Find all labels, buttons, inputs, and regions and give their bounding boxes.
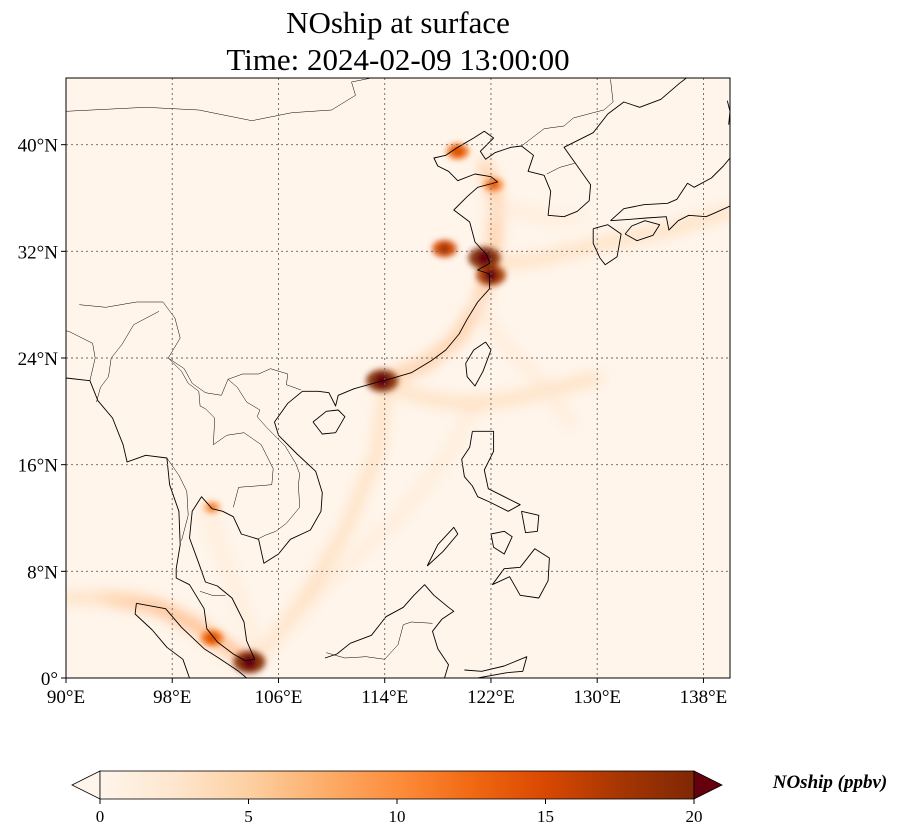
colorbar-extend-min [71, 770, 101, 800]
border-borneo-internal [326, 621, 433, 660]
tick-label-lat: 24°N [18, 349, 59, 370]
gridlines [66, 78, 730, 678]
shipping-lane-gulf-of-thailand-route [200, 500, 264, 656]
coast-shikoku [624, 220, 661, 242]
colorbar-ticks: 0 5 10 15 20 [96, 799, 703, 826]
colorbar-tick-label: 5 [244, 807, 253, 826]
border-cambodia-vietnam [257, 484, 300, 540]
tick-label-lat: 40°N [18, 136, 59, 157]
coast-borneo [324, 584, 455, 678]
map-frame [65, 77, 731, 679]
tick-label-lon: 98°E [153, 687, 191, 708]
tick-label-lon: 122°E [467, 687, 515, 708]
coast-sumatra [136, 602, 247, 678]
tick-label-lat: 0° [41, 669, 58, 690]
colorbar-tick-label: 20 [686, 807, 703, 826]
coast-honshu-north [610, 157, 730, 222]
border-myanmar-thai-south [166, 457, 189, 541]
shipping-lane-singapore-to-taiwan [260, 393, 483, 656]
border-myanmar-laos-thai [168, 357, 274, 508]
colorbar: 0 5 10 15 20 NOship (ppbv) [71, 770, 888, 826]
tick-label-lat: 8°N [27, 562, 58, 583]
hotspot-core-gulf-of-thailand [208, 503, 217, 512]
map-subtitle-time: Time: 2024-02-09 13:00:00 [226, 42, 569, 77]
hotspot-core-yangtze-estuary [477, 250, 492, 266]
coast-palawan [426, 526, 459, 567]
tick-label-lon: 114°E [361, 687, 408, 708]
coast-honshu [610, 205, 730, 231]
hotspot-core-yangtze-river [438, 243, 451, 255]
hotspot-core-singapore-strait [242, 654, 257, 670]
border-china-korea [521, 109, 604, 147]
border-korea-dmz [546, 163, 575, 175]
colorbar-tick-label: 10 [389, 807, 406, 826]
border-laos-vietnam [227, 379, 300, 485]
coast-kyushu [592, 224, 622, 266]
tick-label-lat: 32°N [18, 242, 59, 263]
tick-label-lat: 16°N [18, 456, 59, 477]
map-title: NOship at surface [286, 5, 510, 40]
shipping-lane-bay-of-bengal [66, 593, 151, 606]
longitude-axis: 90°E 98°E 106°E 114°E 122°E 130°E 138°E [47, 678, 727, 708]
tick-label-lon: 106°E [255, 687, 303, 708]
tick-label-lon: 130°E [573, 687, 621, 708]
border-thai-malaysia [200, 591, 226, 596]
coast-sumatra-west [134, 603, 190, 678]
colorbar-tick-label: 0 [96, 807, 105, 826]
coast-samar [521, 510, 540, 534]
shipping-lane-yellow-sea-to-korea [491, 206, 582, 223]
coast-sakhalin-hokkaido [726, 100, 730, 125]
coast-visayas [490, 530, 513, 555]
border-china-south [79, 301, 302, 396]
coast-sulawesi [464, 656, 528, 678]
coast-mainland-asia [66, 78, 688, 662]
tick-label-lon: 138°E [680, 687, 728, 708]
colorbar-title: NOship (ppbv) [772, 772, 888, 793]
coast-taiwan [465, 341, 492, 387]
hotspot-core-hangzhou-bay [484, 268, 498, 282]
border-china-north [66, 78, 372, 121]
hotspot-core-malacca-strait [207, 632, 218, 644]
border-china-russia [603, 79, 614, 111]
map-panel [65, 77, 731, 679]
colorbar-tick-label: 15 [537, 807, 554, 826]
colorbar-ramp [100, 771, 694, 799]
colorbar-extend-max [693, 770, 723, 800]
border-india-bangladesh [66, 330, 96, 381]
coast-mindanao [491, 548, 550, 599]
tick-label-lon: 90°E [47, 687, 85, 708]
shipping-lane-coastal-china [380, 160, 501, 384]
coast-hainan [312, 409, 346, 435]
latitude-axis: 0° 8°N 16°N 24°N 32°N 40°N [18, 136, 66, 690]
